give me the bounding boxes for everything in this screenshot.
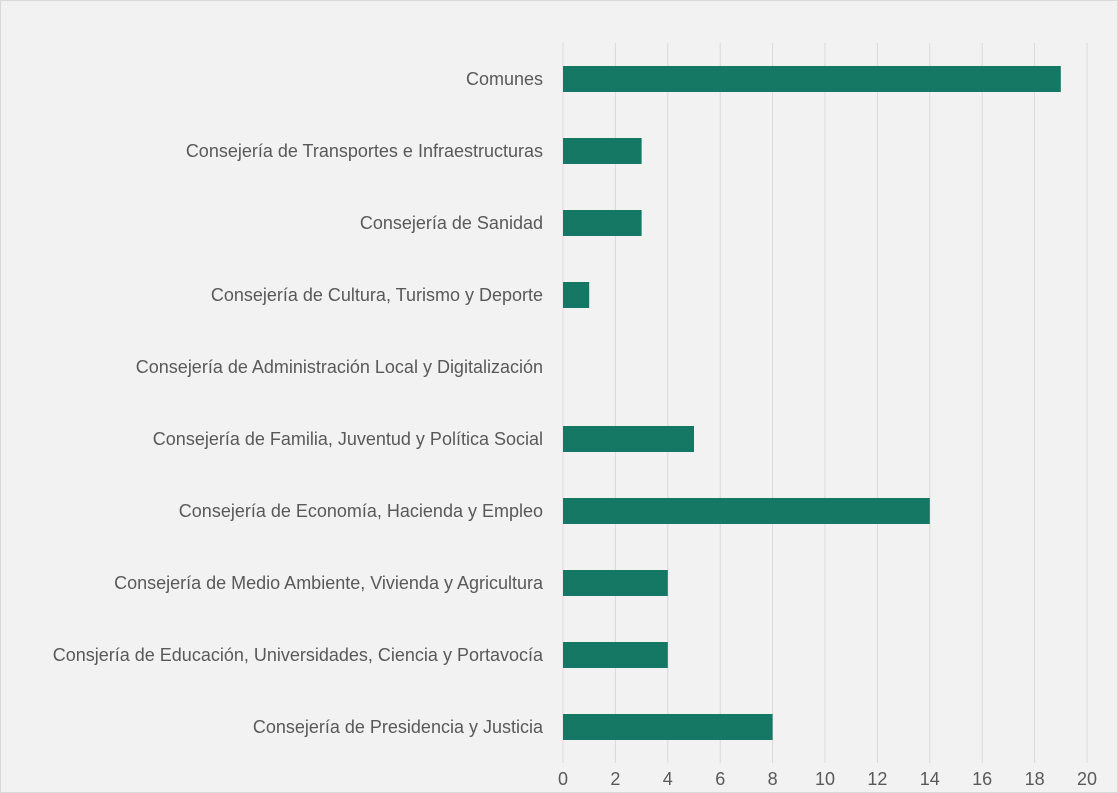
- y-tick-label: Consejería de Economía, Hacienda y Emple…: [178, 501, 543, 521]
- bar: [563, 714, 773, 740]
- y-tick-label: Consejería de Familia, Juventud y Políti…: [152, 429, 543, 449]
- x-tick-label: 6: [715, 769, 725, 789]
- bar: [563, 210, 642, 236]
- y-tick-label: Comunes: [465, 69, 543, 89]
- bar: [563, 138, 642, 164]
- y-tick-label: Consejería de Sanidad: [359, 213, 543, 233]
- x-tick-label: 20: [1077, 769, 1097, 789]
- bar: [563, 426, 694, 452]
- bar: [563, 642, 668, 668]
- y-tick-label: Consejería de Transportes e Infraestruct…: [185, 141, 543, 161]
- x-tick-label: 2: [610, 769, 620, 789]
- x-tick-label: 4: [663, 769, 673, 789]
- y-tick-label: Consejería de Presidencia y Justicia: [252, 717, 543, 737]
- y-tick-label: Consjería de Educación, Universidades, C…: [52, 645, 543, 665]
- y-tick-label: Consejería de Administración Local y Dig…: [135, 357, 543, 377]
- bar: [563, 498, 930, 524]
- bar: [563, 66, 1061, 92]
- x-tick-label: 8: [768, 769, 778, 789]
- y-tick-label: Consejería de Cultura, Turismo y Deporte: [210, 285, 543, 305]
- bar: [563, 282, 590, 308]
- x-tick-label: 16: [972, 769, 992, 789]
- x-tick-label: 10: [815, 769, 835, 789]
- x-tick-label: 0: [558, 769, 568, 789]
- x-tick-label: 14: [920, 769, 940, 789]
- x-tick-label: 18: [1025, 769, 1045, 789]
- y-tick-label: Consejería de Medio Ambiente, Vivienda y…: [114, 573, 543, 593]
- bar: [563, 570, 668, 596]
- x-tick-label: 12: [867, 769, 887, 789]
